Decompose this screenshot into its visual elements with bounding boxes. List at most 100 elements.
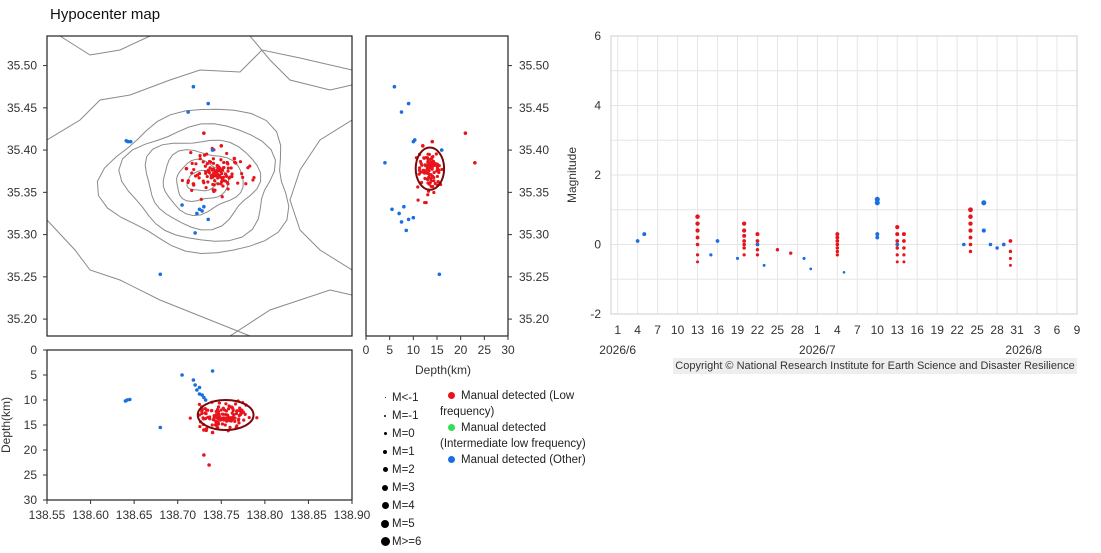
lon-depth-point-other (180, 373, 184, 377)
lon-depth-point-other (127, 397, 132, 402)
depth-lat-point-low (423, 163, 427, 167)
mag-time-month-label: 2026/8 (1005, 343, 1042, 357)
lon-depth-point-low (203, 407, 207, 411)
lon-depth-point-low (216, 405, 221, 409)
mag-time-point-low (895, 253, 899, 257)
lon-depth-point-low (235, 409, 239, 413)
map-point-other (206, 217, 211, 222)
lon-depth-point-low (214, 421, 218, 425)
mag-time-x-tick-label: 22 (950, 323, 964, 337)
mag-time-point-other (635, 239, 640, 243)
mag-time-x-tick-label: 6 (1054, 323, 1061, 337)
lon-depth-y-label: Depth(km) (0, 397, 13, 453)
mag-time-point-other (755, 242, 760, 247)
depth-lat-point-low (430, 167, 434, 171)
map-point-low (202, 131, 206, 135)
lon-depth-point-low (210, 423, 214, 427)
depth-lat-point-other (392, 84, 397, 89)
lon-depth-x-tick-label: 138.65 (116, 508, 153, 522)
map-point-low (226, 187, 230, 191)
mag-time-x-tick-label: 1 (814, 323, 821, 337)
lon-depth-point-low (217, 401, 222, 405)
legend-type-dot (448, 391, 455, 399)
contour-line (229, 289, 352, 336)
mag-time-point-other (981, 200, 987, 206)
map-point-other (206, 101, 211, 106)
lon-depth-point-low (227, 404, 231, 408)
map-point-low (211, 157, 216, 161)
map-point-low (205, 162, 209, 166)
contour-line (96, 108, 290, 255)
map-point-low (209, 176, 213, 180)
lon-depth-point-low (210, 408, 214, 413)
depth-lat-point-low (427, 182, 431, 186)
depth-lat-x-label: Depth(km) (415, 363, 471, 377)
lon-depth-point-low (233, 402, 238, 406)
map-point-low (192, 167, 196, 172)
lon-depth-point-low (228, 416, 232, 420)
mag-time-x-tick-label: 7 (654, 323, 661, 337)
depth-lat-point-low (416, 185, 420, 189)
map-point-low (198, 157, 202, 161)
mag-time-x-tick-label: 28 (791, 323, 805, 337)
depth-lat-x-tick-label: 5 (386, 343, 393, 357)
legend-mag-label: M=4 (392, 500, 415, 512)
mag-time-point-low (695, 235, 700, 240)
mag-time-point-other (895, 242, 900, 247)
mag-time-x-tick-label: 28 (990, 323, 1004, 337)
mag-time-point-low (789, 251, 793, 255)
depth-lat-y-tick-label: 35.20 (519, 312, 549, 326)
map-point-low (216, 176, 220, 180)
lon-depth-point-low (225, 419, 229, 423)
lon-depth-point-low (216, 417, 220, 421)
depth-lat-point-low (424, 156, 428, 160)
lon-depth-point-other (123, 399, 128, 403)
map-point-low (197, 176, 201, 180)
lon-depth-point-low (234, 411, 239, 416)
mag-time-point-other (875, 235, 880, 240)
lon-depth-point-other (203, 398, 208, 402)
lon-depth-x-tick-label: 138.70 (159, 508, 196, 522)
lon-depth-y-tick-label: 30 (24, 493, 38, 507)
depth-lat-point-other (439, 148, 444, 152)
contour-line (162, 149, 244, 217)
legend-mag-label: M=5 (392, 518, 415, 530)
map-point-low (225, 160, 229, 165)
lon-depth-point-low (221, 406, 225, 410)
mag-time-point-low (741, 221, 747, 226)
depth-lat-point-other (402, 204, 406, 209)
lon-depth-point-low (214, 413, 218, 417)
mag-time-point-low (1008, 256, 1012, 260)
mag-time-point-other (874, 196, 880, 202)
lon-depth-point-low (230, 411, 234, 415)
depth-lat-point-low (418, 166, 422, 170)
lon-depth-point-low (228, 425, 232, 429)
mag-time-point-low (695, 221, 700, 226)
map-point-low (223, 179, 228, 183)
legend-mag-row: M=2 (378, 462, 415, 479)
map-point-low (194, 162, 198, 166)
depth-lat-point-other (399, 220, 404, 224)
lon-depth-point-low (188, 416, 192, 420)
mag-time-point-low (835, 235, 840, 240)
depth-lat-x-tick-label: 25 (478, 343, 492, 357)
contour-line (59, 36, 151, 56)
map-point-low (203, 164, 207, 168)
mag-time-point-other (875, 232, 880, 237)
depth-lat-point-low (421, 168, 425, 173)
map-point-low (190, 161, 194, 165)
lon-depth-point-low (255, 416, 259, 420)
mag-time-y-tick-label: 6 (594, 29, 601, 43)
map-point-low (226, 169, 230, 173)
lon-depth-point-low (207, 463, 211, 467)
depth-lat-x-tick-label: 30 (501, 343, 515, 357)
depth-lat-point-low (421, 144, 425, 148)
depth-lat-y-tick-label: 35.35 (519, 185, 549, 199)
depth-lat-point-low (434, 152, 438, 156)
map-point-low (241, 175, 245, 179)
legend-type-label: Manual detected (Low frequency) (440, 390, 575, 418)
mag-time-point-low (895, 232, 900, 237)
depth-lat-point-other (406, 101, 411, 106)
map-point-low (240, 171, 244, 176)
map-point-low (208, 166, 212, 170)
